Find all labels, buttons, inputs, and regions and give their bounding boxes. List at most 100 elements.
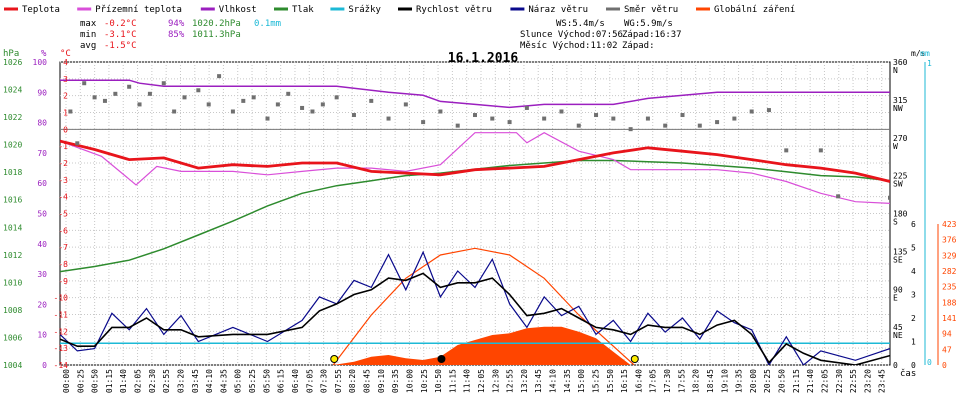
x-tick-label: 17:05 <box>649 369 658 393</box>
dir-tick-label: 225 <box>893 172 908 181</box>
wind-dir-point <box>749 109 754 114</box>
dir-compass-label: NW <box>893 104 903 113</box>
solar-tick-label: 188 <box>942 298 957 307</box>
press-tick-label: 1006 <box>3 333 22 342</box>
solar-tick-label: 282 <box>942 267 957 276</box>
temp-tick-label: 3 <box>63 75 68 84</box>
wind-dir-point <box>715 120 720 125</box>
x-tick-label: 14:35 <box>563 369 572 393</box>
avg-temp: -1.5°C <box>104 41 137 51</box>
max-press: 1020.2hPa <box>192 19 241 29</box>
solar-area <box>333 326 631 365</box>
solar-tick-label: 47 <box>942 345 952 354</box>
press-tick-label: 1010 <box>3 278 22 287</box>
temp-tick-label: -11 <box>54 311 69 320</box>
wind-dir-point <box>576 123 581 128</box>
x-tick-label: 09:35 <box>391 369 400 393</box>
wind-dir-point <box>369 98 374 103</box>
x-tick-label: 06:15 <box>277 369 286 393</box>
x-tick-label: 02:55 <box>162 369 171 393</box>
x-tick-label: 03:20 <box>176 369 185 393</box>
x-tick-label: 05:50 <box>262 369 271 393</box>
series-ground-temp <box>60 132 890 204</box>
wind-tick-label: 3 <box>911 291 916 300</box>
temp-tick-label: -7 <box>58 243 68 252</box>
wind-dir-point <box>82 81 87 86</box>
x-tick-label: 00:00 <box>62 369 71 393</box>
x-tick-label: 11:15 <box>448 369 457 393</box>
min-label: min <box>80 30 96 40</box>
sun-rise: Slunce Východ:07:56 <box>520 30 623 40</box>
dir-tick-label: 45 <box>893 323 903 332</box>
max-hum: 94% <box>168 19 185 29</box>
wind-dir-point <box>217 74 222 79</box>
x-tick-label: 08:20 <box>348 369 357 393</box>
press-unit-label: hPa <box>3 49 19 59</box>
press-tick-label: 1026 <box>3 58 22 67</box>
wind-dir-point <box>680 113 685 118</box>
x-tick-label: 13:45 <box>534 369 543 393</box>
x-tick-label: 14:10 <box>549 369 558 393</box>
wind-dir-point <box>766 108 771 113</box>
hum-tick-label: 90 <box>37 88 47 97</box>
wind-dir-point <box>196 88 201 93</box>
x-tick-label: 21:40 <box>806 369 815 393</box>
dir-tick-label: 135 <box>893 247 908 256</box>
wind-dir-point <box>68 109 73 114</box>
wind-dir-point <box>206 102 211 107</box>
x-tick-label: 19:35 <box>735 369 744 393</box>
press-tick-label: 1022 <box>3 113 22 122</box>
press-tick-label: 1008 <box>3 306 22 315</box>
dir-compass-label: SE <box>893 255 903 264</box>
temp-tick-label: 1 <box>63 109 68 118</box>
x-tick-label: 22:55 <box>849 369 858 393</box>
dir-compass-label: E <box>893 293 898 302</box>
x-tick-label: 17:55 <box>677 369 686 393</box>
x-tick-label: 20:50 <box>778 369 787 393</box>
wind-dir-point <box>265 116 270 121</box>
legend-label: Globální záření <box>714 5 795 15</box>
moonrise-marker <box>437 355 446 363</box>
solar-tick-label: 94 <box>942 330 952 339</box>
wind-dir-point <box>490 116 495 121</box>
axes-layer: 00:00 00:25 00:50 01:15 01:40 02:05 02:30 02:55… <box>3 49 957 393</box>
x-tick-label: 17:30 <box>663 369 672 393</box>
wind-tick-label: 2 <box>911 314 916 323</box>
wind-dir-point <box>127 84 132 89</box>
x-tick-label: 16:40 <box>634 369 643 393</box>
x-tick-label: 12:55 <box>506 369 515 393</box>
wind-dir-point <box>251 95 256 100</box>
dir-tick-label: 90 <box>893 285 903 294</box>
wind-dir-point <box>137 102 142 107</box>
temp-tick-label: -2 <box>58 159 68 168</box>
temp-tick-label: -1 <box>58 142 68 151</box>
wind-dir-point <box>784 148 789 153</box>
legend-label: Rychlost větru <box>416 5 492 15</box>
x-tick-label: 23:20 <box>863 369 872 393</box>
wind-dir-point <box>286 91 291 96</box>
x-tick-label: 15:25 <box>591 369 600 393</box>
wind-dir-point <box>275 102 280 107</box>
wind-dir-point <box>161 81 166 86</box>
temp-tick-label: -4 <box>58 193 68 202</box>
hum-tick-label: 60 <box>37 179 47 188</box>
wind-dir-point <box>241 98 246 103</box>
wind-dir-point <box>697 123 702 128</box>
x-tick-label: 05:25 <box>248 369 257 393</box>
x-tick-label: 22:05 <box>820 369 829 393</box>
press-tick-label: 1012 <box>3 251 22 260</box>
x-tick-label: 20:00 <box>749 369 758 393</box>
x-tick-label: 04:35 <box>219 369 228 393</box>
temp-tick-label: -13 <box>54 344 69 353</box>
wind-dir-point <box>334 95 339 100</box>
legend-label: Přízemní teplota <box>95 5 182 15</box>
x-tick-label: 01:40 <box>119 369 128 393</box>
x-tick-label: 05:00 <box>234 369 243 393</box>
wind-dir-point <box>473 113 477 118</box>
moon-set: Západ: <box>622 41 655 51</box>
wind-tick-label: 6 <box>911 220 916 229</box>
temp-tick-label: -10 <box>54 294 69 303</box>
dir-compass-label: NE <box>893 331 903 340</box>
